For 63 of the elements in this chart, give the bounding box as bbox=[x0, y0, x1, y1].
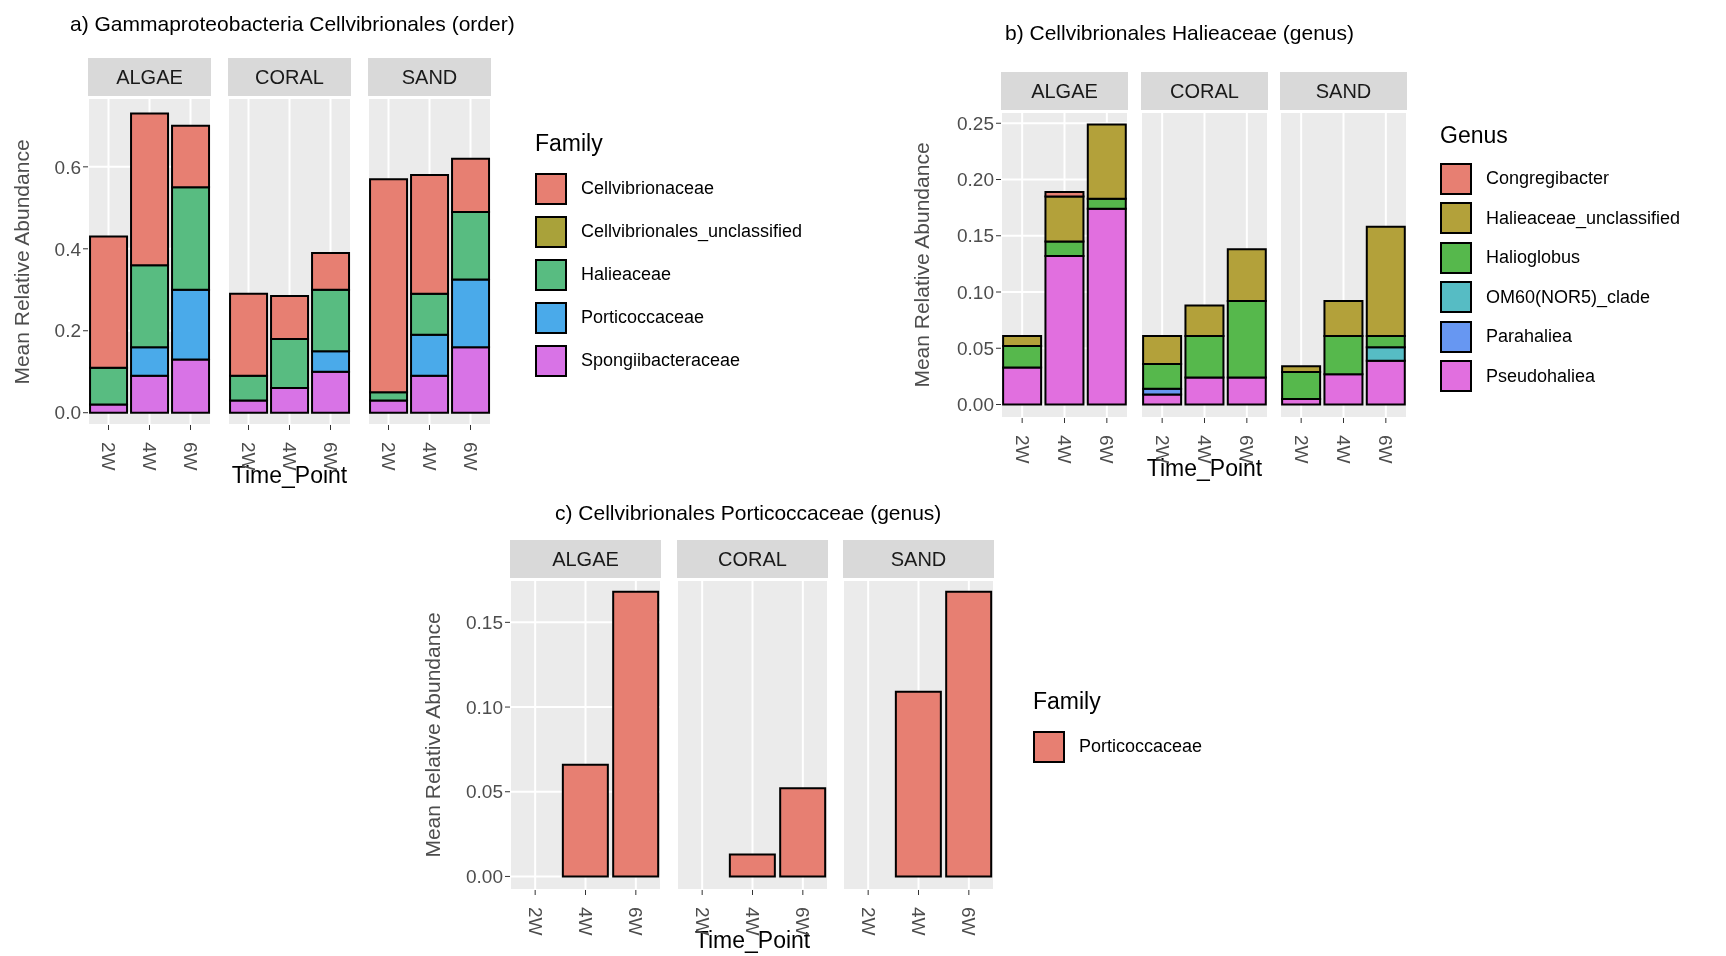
x-tick-label: 4W bbox=[1333, 435, 1354, 464]
y-tick-label: 0.10 bbox=[957, 281, 994, 303]
chart-subtitle: ALGAE bbox=[88, 58, 211, 96]
x-tick-label: 2W bbox=[98, 442, 119, 471]
x-tick-label: 2W bbox=[378, 442, 399, 471]
x-tick-label: 2W bbox=[1290, 435, 1312, 464]
y-tick-label: 0.10 bbox=[466, 696, 503, 718]
y-axis-title: Mean Relative Abundance bbox=[910, 142, 934, 388]
x-tick-label: 6W bbox=[460, 442, 481, 471]
chart-subtitle: CORAL bbox=[228, 58, 351, 96]
legend-label: Porticoccaceae bbox=[581, 307, 705, 328]
y-tick-label: 0.0 bbox=[54, 402, 81, 424]
x-tick-label: 4W bbox=[908, 907, 929, 936]
x-tick-label: 6W bbox=[1375, 435, 1397, 464]
legend-label: Cellvibrionaceae bbox=[581, 178, 715, 199]
x-tick-label: 4W bbox=[419, 442, 440, 471]
x-tick-label: 6W bbox=[1096, 435, 1118, 464]
legend-title: Family bbox=[1033, 688, 1102, 715]
x-tick-label: 2W bbox=[1011, 435, 1033, 464]
legend-label: Halieaceae_unclassified bbox=[1486, 207, 1681, 229]
chart-subtitle: ALGAE bbox=[510, 540, 661, 578]
chart-subtitle: ALGAE bbox=[1001, 72, 1128, 110]
x-tick-label: 6W bbox=[625, 907, 647, 936]
x-tick-label: 2W bbox=[857, 907, 879, 936]
x-tick-label: 2W bbox=[524, 907, 546, 936]
y-axis-title: Mean Relative Abundance bbox=[421, 612, 445, 858]
legend-label: Halieaceae bbox=[581, 264, 672, 285]
legend-label: Pseudohaliea bbox=[1486, 365, 1596, 387]
chart-subtitle: SAND bbox=[368, 58, 491, 96]
y-tick-label: 0.05 bbox=[466, 781, 503, 803]
text: c) Cellvibrionales Porticoccaceae (genus) bbox=[555, 501, 942, 525]
legend-label: Parahaliea bbox=[1486, 326, 1573, 348]
legend-label: Halioglobus bbox=[1486, 247, 1581, 269]
legend-label: Congregibacter bbox=[1486, 168, 1610, 190]
x-tick-label: 6W bbox=[180, 442, 201, 471]
y-axis-title: Mean Relative Abundance bbox=[10, 138, 34, 385]
text: a) Gammaproteobacteria Cellvibrionales (order) bbox=[70, 12, 515, 36]
chart-subtitle: CORAL bbox=[1141, 72, 1268, 110]
legend-label: Cellvibrionales_unclassified bbox=[581, 221, 803, 242]
y-tick-label: 0.4 bbox=[54, 238, 82, 260]
y-tick-label: 0.25 bbox=[957, 112, 994, 134]
chart-subtitle: SAND bbox=[843, 540, 994, 578]
chart-subtitle: CORAL bbox=[677, 540, 828, 578]
bar bbox=[1142, 393, 1183, 406]
legend-title: Genus bbox=[1440, 122, 1509, 149]
legend-label: OM60(NOR5)_clade bbox=[1486, 286, 1651, 308]
legend-label: Spongiibacteraceae bbox=[581, 350, 741, 371]
y-tick-label: 0.6 bbox=[54, 156, 81, 178]
text: b) Cellvibrionales Halieaceae (genus) bbox=[1005, 21, 1355, 45]
y-tick-label: 0.2 bbox=[54, 320, 81, 342]
y-tick-label: 0.20 bbox=[957, 169, 994, 191]
y-tick-label: 0.15 bbox=[957, 225, 994, 247]
y-tick-label: 0.00 bbox=[466, 866, 503, 888]
y-tick-label: 0.05 bbox=[957, 337, 994, 359]
x-tick-label: 4W bbox=[139, 442, 160, 471]
y-tick-label: 0.00 bbox=[957, 394, 994, 416]
legend-label: Porticoccaceae bbox=[1079, 736, 1203, 757]
y-tick-label: 0.15 bbox=[466, 612, 503, 634]
x-tick-label: 4W bbox=[575, 907, 596, 936]
chart-subtitle: SAND bbox=[1280, 72, 1407, 110]
x-tick-label: 4W bbox=[1054, 435, 1075, 464]
legend-title: Family bbox=[535, 130, 604, 157]
x-tick-label: 6W bbox=[958, 907, 980, 936]
